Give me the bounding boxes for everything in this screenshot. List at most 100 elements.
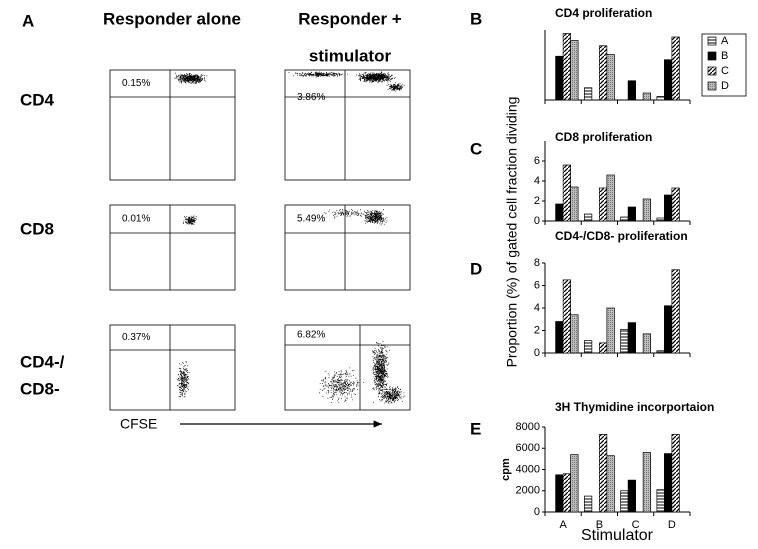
bar <box>671 269 680 354</box>
chart-title: 3H Thymidine incorportaion <box>555 400 714 414</box>
bar <box>642 198 651 222</box>
bar <box>606 307 615 354</box>
bar <box>620 329 629 354</box>
gate-percentage: 0.01% <box>122 214 150 225</box>
bar <box>664 59 673 101</box>
flow-dots <box>356 71 396 84</box>
bar <box>562 33 571 101</box>
y-tick-label: 0 <box>534 506 540 518</box>
x-tick-label: D <box>668 519 676 531</box>
chart-title: CD4 proliferation <box>555 6 652 20</box>
column-header: Responder alone <box>103 9 241 28</box>
gate-percentage: 0.37% <box>122 332 150 343</box>
bar <box>606 455 615 513</box>
flow-dots <box>288 71 349 78</box>
bar <box>555 474 564 513</box>
flow-dots <box>372 341 390 403</box>
gate-percentage: 5.49% <box>297 214 325 225</box>
bar <box>620 490 629 513</box>
y-tick-label: 6000 <box>516 442 540 454</box>
panel-letter: C <box>470 139 482 158</box>
gate-percentage: 6.82% <box>297 330 325 341</box>
bar <box>555 55 564 101</box>
bar <box>671 187 680 222</box>
panel-letter: A <box>22 11 34 30</box>
x-tick-label: B <box>596 519 603 531</box>
bar <box>584 87 593 101</box>
y-tick-label: 0 <box>534 215 540 227</box>
legend-swatch <box>707 81 717 91</box>
bar <box>627 206 636 222</box>
y-tick-label: 6 <box>534 155 540 167</box>
bar <box>671 36 680 101</box>
bar <box>620 216 629 222</box>
y-tick-label: 8000 <box>516 421 540 433</box>
flow-plot-frame <box>109 69 236 181</box>
flow-dots <box>379 385 405 404</box>
y-axis-label: cpm <box>500 458 512 481</box>
y-tick-label: 4000 <box>516 463 540 475</box>
gate-percentage: 3.86% <box>297 92 325 103</box>
x-axis-label: Stimulator <box>581 527 654 544</box>
gate-percentage: 0.15% <box>122 78 150 89</box>
bar <box>642 333 651 354</box>
y-tick-label: 4 <box>534 175 540 187</box>
bar <box>562 164 571 222</box>
flow-plot-frame <box>284 324 411 411</box>
column-header: stimulator <box>309 46 392 65</box>
bar <box>599 187 608 222</box>
bar <box>656 489 665 513</box>
bar <box>599 434 608 513</box>
flow-plot-frame <box>284 204 411 291</box>
flow-dots <box>176 361 190 398</box>
bar <box>606 174 615 222</box>
bar <box>584 495 593 513</box>
flow-dots <box>322 208 366 219</box>
panel-letter: B <box>470 9 482 28</box>
chart-title: CD4-/CD8- proliferation <box>555 229 688 243</box>
y-tick-label: 6 <box>534 279 540 291</box>
axis-label: CFSE <box>120 416 157 432</box>
row-label: CD8 <box>20 219 54 238</box>
bar <box>671 434 680 513</box>
y-tick-label: 0 <box>534 347 540 359</box>
flow-dots <box>174 72 208 84</box>
row-label: CD4 <box>20 90 55 109</box>
bar <box>627 479 636 513</box>
flow-plot-frame <box>109 324 236 411</box>
bar <box>584 213 593 222</box>
bar <box>656 96 665 101</box>
bar <box>570 186 579 222</box>
bar <box>570 454 579 513</box>
bar <box>656 217 665 222</box>
bar <box>584 340 593 354</box>
y-tick-label: 2 <box>534 195 540 207</box>
legend-label: A <box>721 35 729 47</box>
column-header: Responder + <box>298 9 402 28</box>
flow-dots <box>183 215 197 225</box>
panel-letter: D <box>470 259 482 278</box>
flow-plots: 0.15% 3.86% 0.01% 5.49% 0.37% 6.82% <box>109 69 411 411</box>
y-tick-label: 2000 <box>516 485 540 497</box>
bar <box>599 342 608 354</box>
x-tick-label: C <box>632 519 640 531</box>
bar <box>664 453 673 513</box>
flow-dots <box>364 209 388 226</box>
bar <box>555 203 564 222</box>
bar <box>627 80 636 101</box>
bar <box>627 322 636 354</box>
y-tick-label: 4 <box>534 302 540 314</box>
x-tick-label: A <box>559 519 567 531</box>
row-label: CD8- <box>20 379 60 398</box>
legend-label: D <box>721 80 729 92</box>
chart-title: CD8 proliferation <box>555 130 652 144</box>
bar <box>555 321 564 354</box>
bar <box>642 452 651 513</box>
y-tick-label: 2 <box>534 324 540 336</box>
bar <box>570 40 579 101</box>
bar <box>642 92 651 101</box>
legend-swatch <box>707 51 717 61</box>
legend-label: B <box>721 50 728 62</box>
bar <box>562 279 571 354</box>
